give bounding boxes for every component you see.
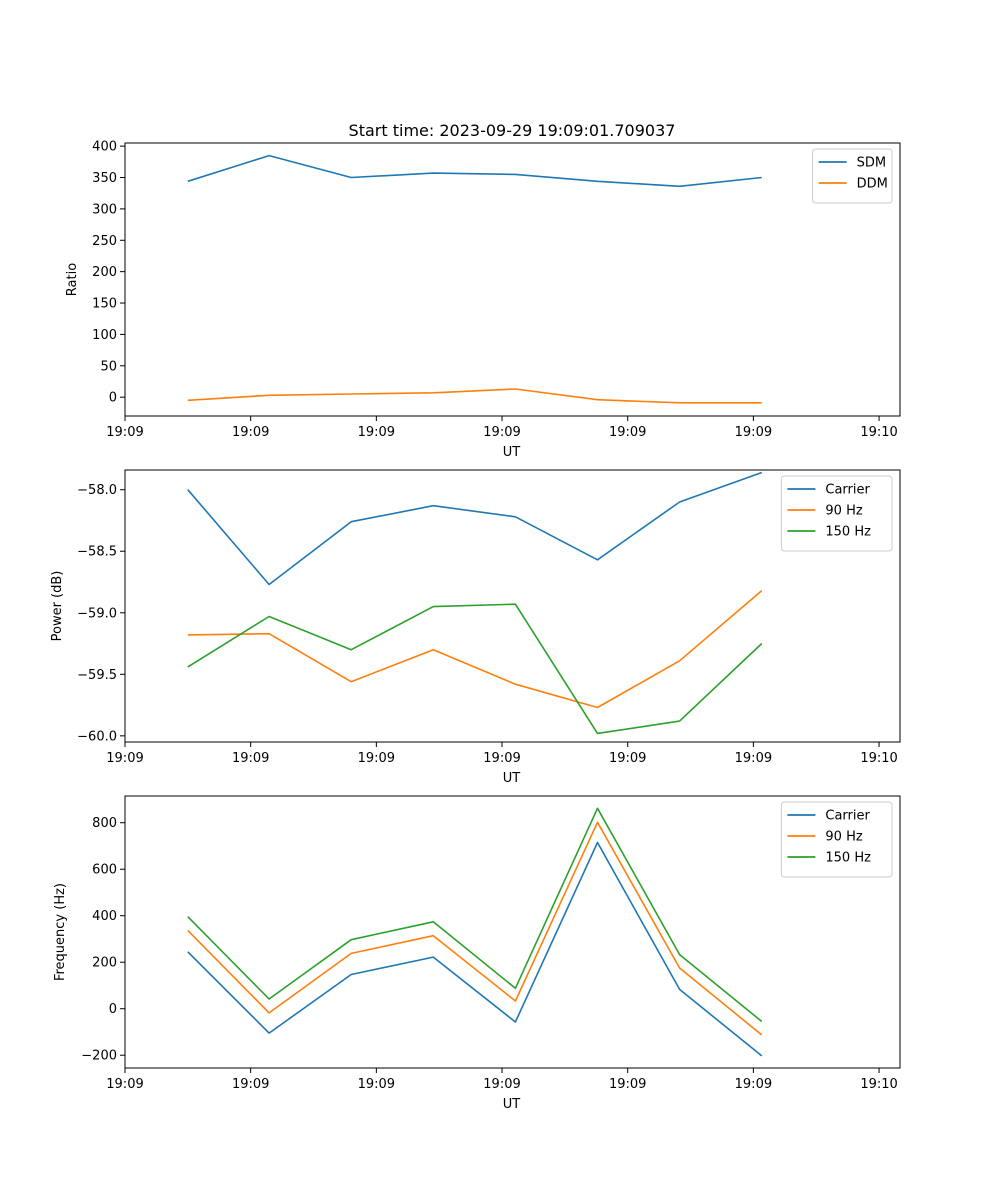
x-tick-label: 19:09 — [609, 425, 646, 440]
x-axis-label: UT — [503, 445, 521, 460]
x-tick-label: 19:09 — [232, 1077, 269, 1092]
y-tick-label: 400 — [92, 140, 117, 155]
chart-panel-2: 19:09 19:09 19:09 19:09 19:09 19:09 19:10 −60.0… — [50, 469, 901, 786]
legend: Carrier 90 Hz 150 Hz — [780, 801, 893, 878]
y-axis-label: Ratio — [65, 263, 80, 296]
series-line-ddm — [187, 388, 762, 404]
series-line-90-hz — [187, 821, 763, 1036]
y-tick-label: 200 — [92, 956, 117, 971]
legend-entry: Carrier — [825, 809, 870, 824]
axes-frame — [124, 469, 901, 743]
chart-panel-1: 19:09 19:09 19:09 19:09 19:09 19:09 19:10 0 50 10… — [65, 140, 901, 460]
x-tick-label: 19:09 — [358, 425, 395, 440]
series-line-150-hz — [187, 807, 763, 1023]
figure-title: Start time: 2023-09-29 19:09:01.709037 — [349, 121, 676, 140]
y-tick-label: 100 — [92, 328, 117, 343]
x-tick-label: 19:09 — [735, 1077, 772, 1092]
legend-entry: 150 Hz — [825, 851, 871, 866]
y-tick-label: 150 — [92, 297, 117, 312]
y-axis-label: Power (dB) — [50, 571, 65, 642]
y-tick-label: 0 — [109, 391, 117, 406]
y-tick-label: −60.0 — [77, 729, 117, 744]
x-tick-label: 19:09 — [609, 751, 646, 766]
y-tick-label: 200 — [92, 265, 117, 280]
x-tick-label: 19:10 — [860, 1077, 897, 1092]
y-axis-label: Frequency (Hz) — [53, 883, 68, 981]
y-tick-label: −200 — [81, 1049, 117, 1064]
x-tick-label: 19:09 — [483, 1077, 520, 1092]
x-tick-label: 19:09 — [106, 751, 143, 766]
series-line-carrier — [187, 471, 763, 586]
axes-frame — [124, 142, 901, 417]
legend-entry: 90 Hz — [825, 504, 862, 519]
x-tick-label: 19:10 — [860, 751, 897, 766]
series-line-150-hz — [187, 603, 763, 735]
x-axis-label: UT — [503, 1097, 521, 1112]
legend-entry: 90 Hz — [825, 830, 862, 845]
x-tick-label: 19:09 — [735, 751, 772, 766]
series-line-carrier — [187, 841, 763, 1057]
series-line-sdm — [187, 154, 762, 188]
y-tick-label: 350 — [92, 171, 117, 186]
x-tick-label: 19:09 — [106, 425, 143, 440]
x-tick-label: 19:09 — [483, 751, 520, 766]
x-tick-label: 19:10 — [860, 425, 897, 440]
x-tick-label: 19:09 — [232, 751, 269, 766]
x-tick-label: 19:09 — [232, 425, 269, 440]
legend-entry: SDM — [857, 156, 886, 171]
y-tick-label: 0 — [109, 1002, 117, 1017]
y-tick-label: 50 — [100, 359, 117, 374]
y-tick-label: 400 — [92, 909, 117, 924]
y-tick-label: 600 — [92, 863, 117, 878]
y-tick-label: 300 — [92, 202, 117, 217]
legend-box — [780, 801, 893, 878]
axes-frame — [124, 795, 901, 1069]
x-axis-label: UT — [503, 771, 521, 786]
legend: SDM DDM — [812, 148, 893, 204]
series-line-90-hz — [187, 589, 763, 709]
x-tick-label: 19:09 — [358, 1077, 395, 1092]
y-tick-label: −58.0 — [77, 483, 117, 498]
y-tick-label: −59.5 — [77, 668, 117, 683]
x-tick-label: 19:09 — [106, 1077, 143, 1092]
y-tick-label: 250 — [92, 234, 117, 249]
y-tick-label: −58.5 — [77, 545, 117, 560]
y-tick-label: 800 — [92, 816, 117, 831]
legend-entry: Carrier — [825, 483, 870, 498]
x-tick-label: 19:09 — [735, 425, 772, 440]
x-tick-label: 19:09 — [609, 1077, 646, 1092]
legend-entry: DDM — [857, 177, 888, 192]
x-tick-label: 19:09 — [358, 751, 395, 766]
legend-box — [780, 475, 893, 552]
legend-entry: 150 Hz — [825, 525, 871, 540]
y-tick-label: −59.0 — [77, 606, 117, 621]
chart-panel-3: 19:09 19:09 19:09 19:09 19:09 19:09 19:10 −200 0… — [53, 795, 901, 1112]
panels: 19:09 19:09 19:09 19:09 19:09 19:09 19:10 0 50 10… — [50, 140, 901, 1112]
x-tick-label: 19:09 — [483, 425, 520, 440]
legend: Carrier 90 Hz 150 Hz — [780, 475, 893, 552]
